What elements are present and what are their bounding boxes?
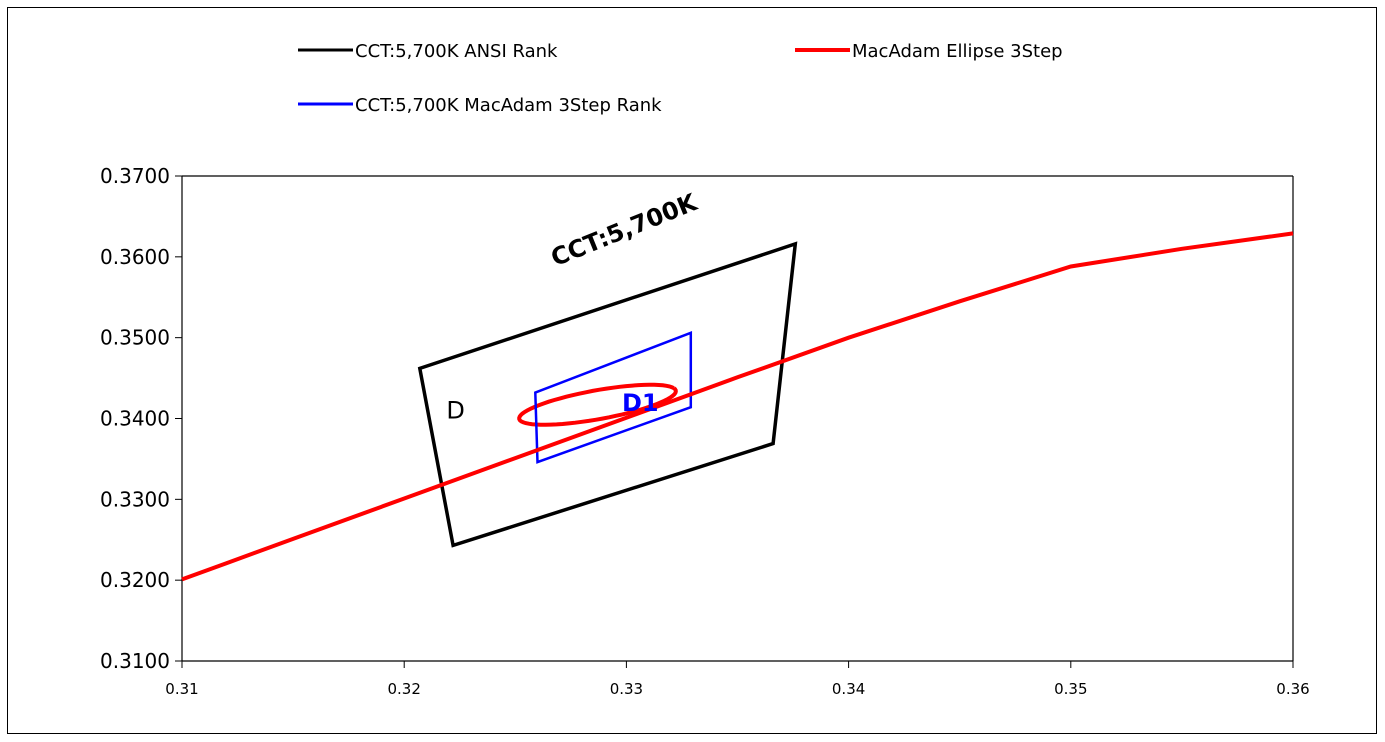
x-tick-label: 0.36 <box>1276 680 1309 698</box>
annotation-layer: CCT:5,700K D D1 <box>446 188 702 425</box>
series-0 <box>417 241 798 548</box>
y-tick-label: 0.3200 <box>100 568 170 592</box>
legend-label: CCT:5,700K ANSI Rank <box>355 41 558 62</box>
legend-label: CCT:5,700K MacAdam 3Step Rank <box>355 95 662 116</box>
axes: 0.3100 0.3200 0.3300 0.3400 0.3500 0.3600 0.37… <box>100 164 1310 698</box>
annotation-label: D <box>446 397 464 425</box>
series-2 <box>534 330 693 464</box>
x-tick-label: 0.31 <box>165 680 198 698</box>
x-tick-label: 0.33 <box>610 680 643 698</box>
y-tick-label: 0.3100 <box>100 649 170 673</box>
y-tick-label: 0.3300 <box>100 487 170 511</box>
series-layer <box>181 231 1294 582</box>
x-tick-label: 0.32 <box>387 680 420 698</box>
annotation-label: D1 <box>622 389 659 417</box>
series-3 <box>181 231 1294 582</box>
y-tick-label: 0.3700 <box>100 164 170 188</box>
annotation-label: CCT:5,700K <box>547 188 702 272</box>
y-tick-label: 0.3400 <box>100 407 170 431</box>
y-tick-label: 0.3500 <box>100 326 170 350</box>
legend-label: MacAdam Ellipse 3Step <box>852 41 1063 62</box>
x-tick-label: 0.34 <box>832 680 865 698</box>
x-tick-label: 0.35 <box>1054 680 1087 698</box>
legend: CCT:5,700K ANSI Rank MacAdam Ellipse 3Ste… <box>298 41 1063 116</box>
series-macadam-ellipse <box>517 382 678 427</box>
y-tick-label: 0.3600 <box>100 245 170 269</box>
